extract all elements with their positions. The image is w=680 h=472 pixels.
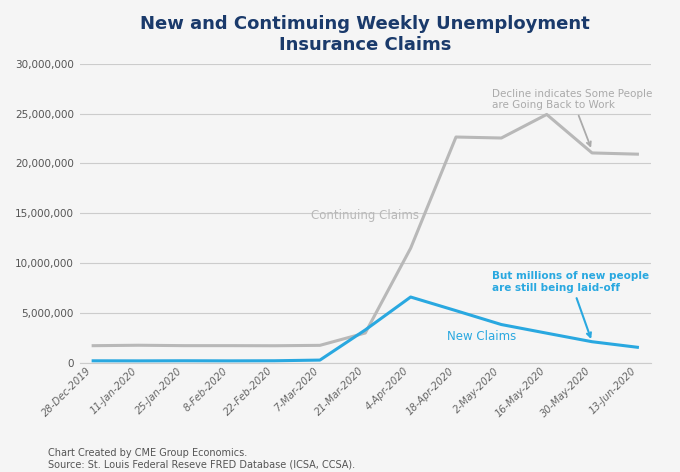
Text: But millions of new people
are still being laid-off: But millions of new people are still bei… — [492, 271, 649, 337]
Text: Chart Created by CME Group Economics.
Source: St. Louis Federal Reseve FRED Data: Chart Created by CME Group Economics. So… — [48, 448, 355, 470]
Text: Decline indicates Some People
are Going Back to Work: Decline indicates Some People are Going … — [492, 89, 653, 146]
Text: New Claims: New Claims — [447, 330, 516, 344]
Text: Continuing Claims: Continuing Claims — [311, 209, 419, 222]
Title: New and Contimuing Weekly Unemployment
Insurance Claims: New and Contimuing Weekly Unemployment I… — [140, 15, 590, 54]
